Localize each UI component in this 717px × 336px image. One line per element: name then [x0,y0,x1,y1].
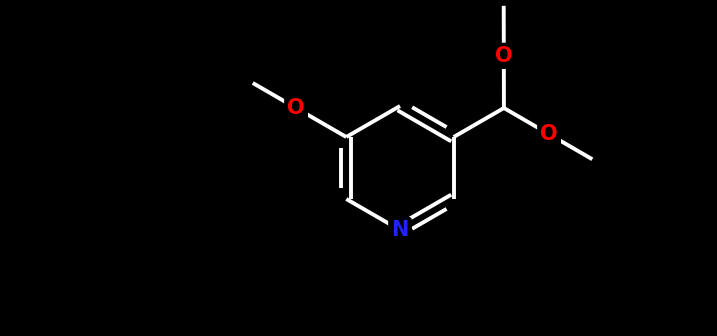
Text: N: N [391,220,409,240]
Text: O: O [495,46,513,66]
Text: O: O [540,124,558,144]
Text: O: O [288,98,305,118]
